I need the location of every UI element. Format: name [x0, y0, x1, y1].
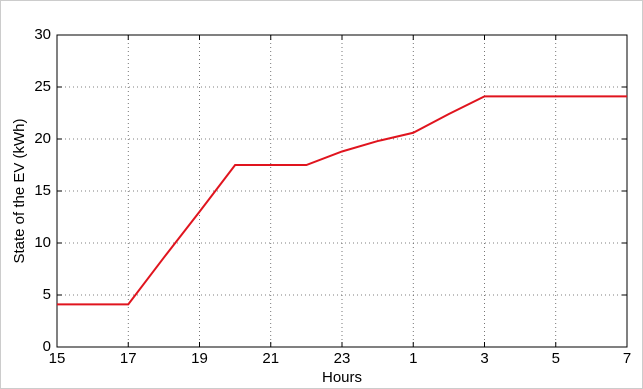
x-tick-label: 7 — [623, 350, 631, 367]
x-tick-label: 3 — [480, 350, 488, 367]
series-line — [57, 95, 627, 306]
y-tick-label: 20 — [34, 130, 51, 147]
x-tick-label: 1 — [409, 350, 417, 367]
y-tick-label: 5 — [43, 286, 51, 303]
y-axis-label: State of the EV (kWh) — [11, 118, 28, 263]
x-tick-label: 23 — [334, 350, 351, 367]
y-tick-label: 0 — [43, 338, 51, 355]
axes-box — [56, 34, 628, 348]
y-tick-label: 30 — [34, 26, 51, 43]
x-tick-label: 19 — [191, 350, 208, 367]
x-axis-label: Hours — [322, 369, 362, 386]
x-tick-label: 5 — [552, 350, 560, 367]
y-tick-label: 15 — [34, 182, 51, 199]
x-tick-label: 17 — [120, 350, 137, 367]
y-tick-label: 25 — [34, 78, 51, 95]
x-tick-label: 21 — [262, 350, 279, 367]
y-tick-label: 10 — [34, 234, 51, 251]
x-tick-label: 15 — [49, 350, 66, 367]
